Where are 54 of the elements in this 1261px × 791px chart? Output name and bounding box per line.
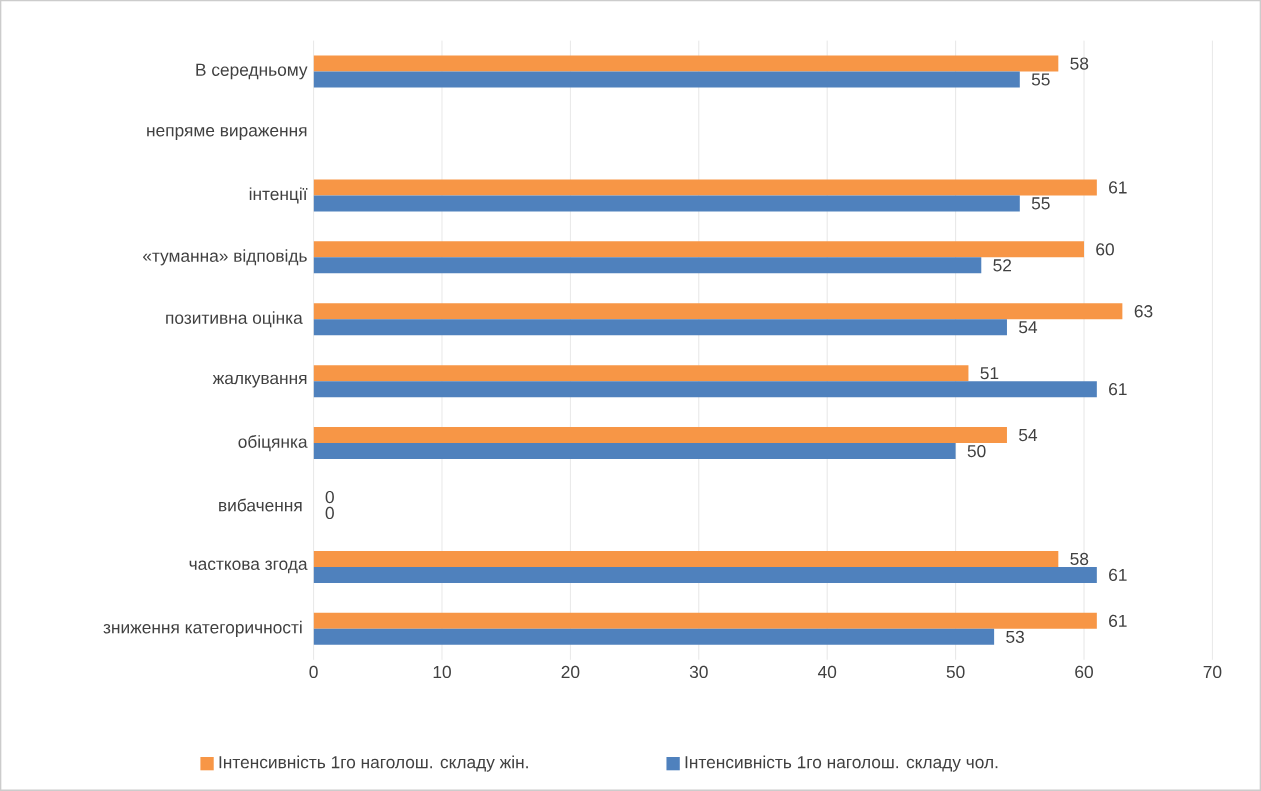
legend-label: Інтенсивність 1го наголош. складу жін. xyxy=(219,755,528,772)
data-label: 52 xyxy=(993,259,1012,272)
y-tick-label: обіцянка xyxy=(238,435,308,452)
bar xyxy=(313,443,956,460)
y-tick-label: зниження категоричності xyxy=(103,620,302,637)
legend-label: Інтенсивність 1го наголош. складу чол. xyxy=(685,755,998,772)
y-tick-label: часткова згода xyxy=(189,560,308,574)
data-label: 54 xyxy=(1019,321,1038,334)
bar xyxy=(313,566,1097,583)
bar xyxy=(313,550,1059,567)
x-tick-label: 10 xyxy=(433,665,451,679)
bar xyxy=(313,257,982,274)
data-label: 0 xyxy=(325,506,334,520)
y-tick-label: вибачення xyxy=(219,498,302,512)
x-tick-label: 40 xyxy=(817,665,837,679)
data-label: 61 xyxy=(1109,383,1127,396)
bar xyxy=(313,179,1097,196)
bar xyxy=(313,55,1059,72)
data-label: 55 xyxy=(1031,73,1050,86)
bar xyxy=(313,612,1097,629)
data-label: 58 xyxy=(1070,552,1089,566)
x-tick-label: 0 xyxy=(309,665,318,679)
x-tick-label: 20 xyxy=(561,665,580,679)
bar xyxy=(313,427,1007,444)
x-tick-label: 30 xyxy=(689,665,708,679)
data-label: 54 xyxy=(1019,429,1038,442)
data-label: 51 xyxy=(980,367,999,380)
y-tick-label: непряме вираження xyxy=(147,127,307,140)
y-tick-label: інтенції xyxy=(249,187,308,204)
data-label: 63 xyxy=(1134,305,1153,318)
data-label: 55 xyxy=(1031,197,1050,210)
data-label: 61 xyxy=(1109,568,1127,582)
bar xyxy=(313,381,1097,398)
y-tick-label: «туманна» відповідь xyxy=(143,249,307,266)
x-tick-label: 60 xyxy=(1075,665,1093,679)
x-tick-label: 70 xyxy=(1203,665,1222,679)
data-label: 61 xyxy=(1109,614,1127,627)
data-label: 60 xyxy=(1096,243,1114,256)
y-tick-label: В середньому xyxy=(196,63,308,80)
bar xyxy=(313,319,1007,336)
data-label: 0 xyxy=(325,490,334,504)
y-tick-label: жалкування xyxy=(212,374,307,388)
bar xyxy=(313,628,995,645)
bar xyxy=(313,303,1123,320)
y-tick-label: позитивна оцінка xyxy=(166,311,303,328)
data-label: 61 xyxy=(1109,181,1127,194)
x-tick-label: 50 xyxy=(946,665,965,679)
bar xyxy=(313,241,1084,258)
data-label: 53 xyxy=(1006,630,1024,643)
bar xyxy=(313,195,1020,212)
data-label: 58 xyxy=(1070,57,1089,70)
bar xyxy=(313,71,1020,88)
bar xyxy=(313,365,969,382)
data-label: 50 xyxy=(967,444,986,458)
